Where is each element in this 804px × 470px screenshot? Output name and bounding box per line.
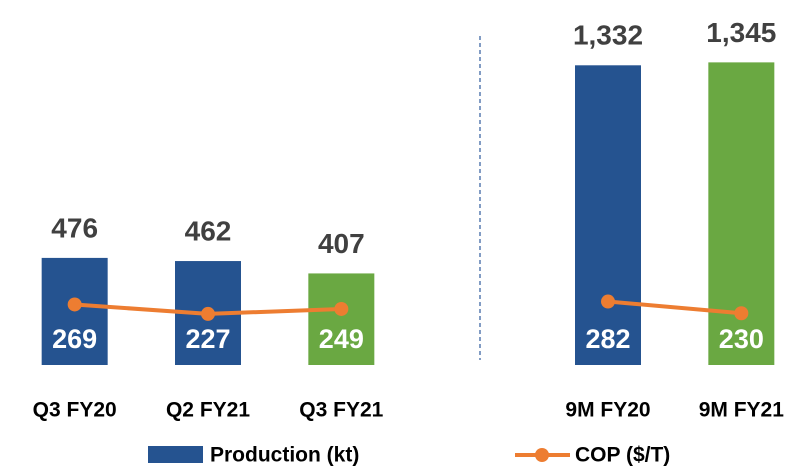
line-marker xyxy=(734,306,749,321)
bar xyxy=(308,273,375,365)
line-marker xyxy=(67,297,82,312)
line-value-label: 282 xyxy=(585,324,630,354)
x-tick-label: 9M FY21 xyxy=(699,399,785,422)
bar-value-label: 1,332 xyxy=(573,20,643,51)
line-marker xyxy=(201,306,215,321)
x-tick-label: Q3 FY21 xyxy=(299,399,383,422)
line-value-label: 249 xyxy=(319,324,364,354)
line-marker xyxy=(334,301,349,316)
line-value-label: 230 xyxy=(719,324,764,354)
bar-value-label: 407 xyxy=(318,228,365,259)
line-marker xyxy=(601,294,615,309)
legend-swatch xyxy=(148,446,203,463)
x-tick-label: Q3 FY20 xyxy=(33,399,117,422)
legend-label: COP ($/T) xyxy=(575,444,670,467)
bar-value-label: 462 xyxy=(185,215,232,246)
line-value-label: 269 xyxy=(52,324,97,354)
legend-label: Production (kt) xyxy=(210,444,359,467)
x-tick-label: 9M FY20 xyxy=(565,399,650,422)
legend-marker xyxy=(535,448,549,462)
bar xyxy=(575,65,641,366)
line xyxy=(74,299,742,316)
bar-value-label: 1,345 xyxy=(706,17,776,48)
bar-value-label: 476 xyxy=(51,212,98,243)
x-tick-label: Q2 FY21 xyxy=(166,399,250,422)
line-value-label: 227 xyxy=(185,324,230,354)
